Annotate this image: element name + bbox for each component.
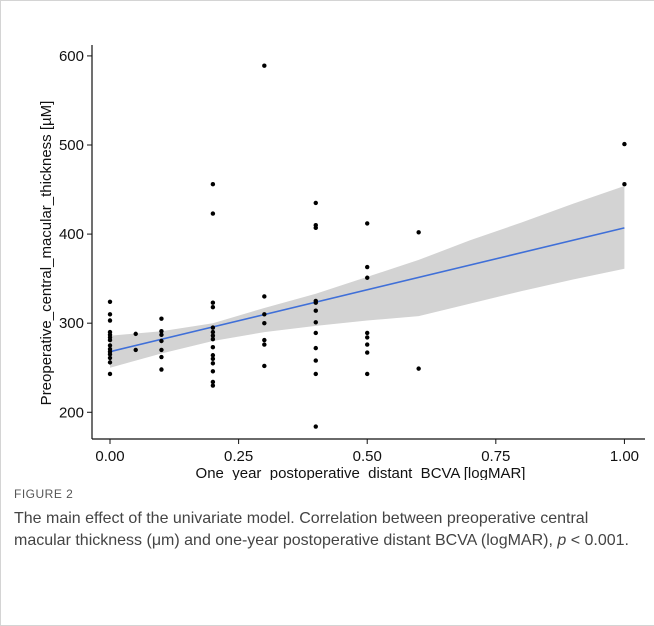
caption-p-symbol: p <box>557 532 566 549</box>
data-point <box>108 300 112 304</box>
data-point <box>211 182 215 186</box>
data-point <box>262 338 266 342</box>
data-point <box>211 305 215 309</box>
data-point <box>262 64 266 68</box>
data-point <box>365 342 369 346</box>
data-point <box>159 355 163 359</box>
data-point <box>314 372 318 376</box>
data-point <box>365 331 369 335</box>
data-point <box>365 221 369 225</box>
y-tick-label: 500 <box>59 137 84 154</box>
data-point <box>262 342 266 346</box>
data-point <box>211 211 215 215</box>
caption-main-text: The main effect of the univariate model.… <box>14 510 588 549</box>
y-tick-label: 400 <box>59 226 84 243</box>
data-point <box>314 320 318 324</box>
y-axis-label: Preoperative_central_macular_thickness [… <box>38 101 55 406</box>
figure-label: FIGURE 2 <box>14 487 634 501</box>
y-tick-label: 300 <box>59 315 84 332</box>
x-tick-label: 0.50 <box>353 448 382 465</box>
data-point <box>159 333 163 337</box>
data-point <box>211 369 215 373</box>
data-point <box>108 312 112 316</box>
data-point <box>622 142 626 146</box>
data-point <box>365 335 369 339</box>
data-point <box>108 338 112 342</box>
data-point <box>108 318 112 322</box>
data-point <box>262 364 266 368</box>
x-tick-label: 1.00 <box>610 448 639 465</box>
data-point <box>262 321 266 325</box>
data-point <box>159 367 163 371</box>
data-point <box>314 309 318 313</box>
data-point <box>211 383 215 387</box>
data-point <box>365 372 369 376</box>
data-point <box>211 300 215 304</box>
x-axis-label: One_year_postoperative_distant_BCVA [log… <box>196 465 526 480</box>
y-tick-label: 200 <box>59 404 84 421</box>
data-point <box>365 350 369 354</box>
data-point <box>314 300 318 304</box>
data-point <box>314 201 318 205</box>
data-point <box>108 360 112 364</box>
data-point <box>314 226 318 230</box>
data-point <box>365 265 369 269</box>
data-point <box>159 348 163 352</box>
data-point <box>211 361 215 365</box>
x-tick-label: 0.75 <box>481 448 510 465</box>
data-point <box>622 182 626 186</box>
data-point <box>108 372 112 376</box>
caption-text: The main effect of the univariate model.… <box>14 508 634 552</box>
data-point <box>211 325 215 329</box>
data-point <box>159 317 163 321</box>
data-point <box>314 331 318 335</box>
data-point <box>314 346 318 350</box>
data-point <box>134 348 138 352</box>
data-point <box>262 294 266 298</box>
x-tick-label: 0.00 <box>95 448 124 465</box>
figure-caption: FIGURE 2 The main effect of the univaria… <box>14 487 634 552</box>
data-point <box>416 230 420 234</box>
scatter-chart: 0.00 0.25 0.50 0.75 1.00 200 300 400 500 600 One_… <box>0 0 654 480</box>
data-point <box>416 366 420 370</box>
data-point <box>211 337 215 341</box>
data-point <box>314 358 318 362</box>
caption-end-text: < 0.001. <box>566 532 629 549</box>
data-point <box>108 356 112 360</box>
x-tick-label: 0.25 <box>224 448 253 465</box>
data-point <box>159 339 163 343</box>
data-point <box>365 276 369 280</box>
data-point <box>134 332 138 336</box>
data-point <box>211 357 215 361</box>
data-point <box>262 312 266 316</box>
y-tick-label: 600 <box>59 48 84 65</box>
data-point <box>314 424 318 428</box>
data-point <box>211 345 215 349</box>
